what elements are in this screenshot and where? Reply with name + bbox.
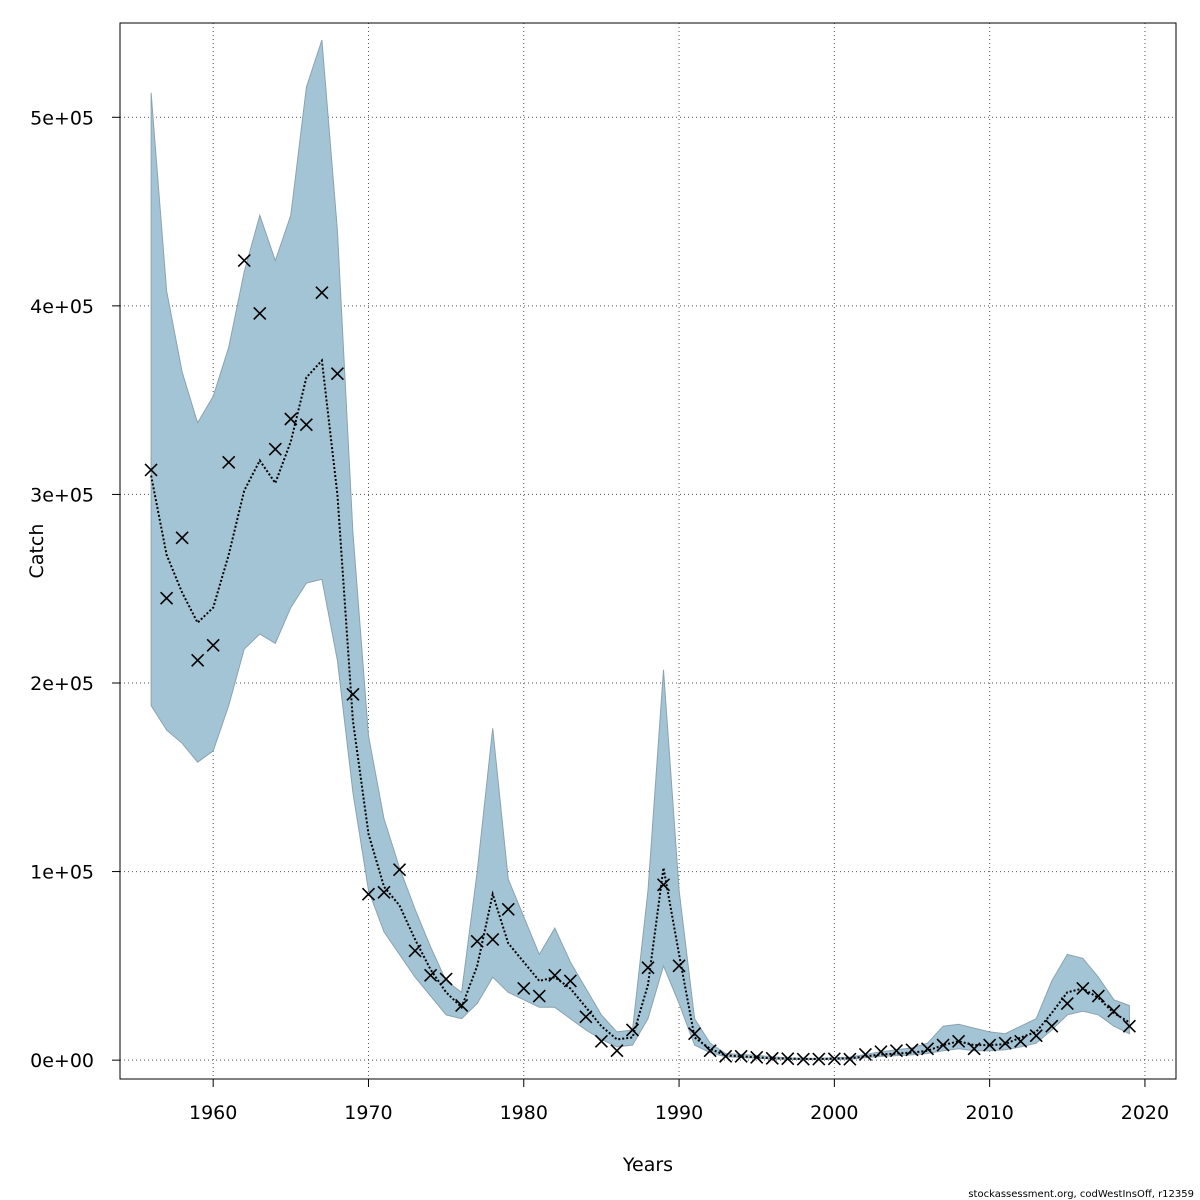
observed-point-1988 [641, 961, 655, 975]
observed-point-1978 [486, 932, 500, 947]
observed-point-1956 [144, 463, 158, 477]
observed-point-1981 [532, 989, 546, 1003]
observed-point-1965 [284, 412, 298, 426]
y-axis-title: Catch [26, 524, 48, 579]
x-axis-title: Years [622, 1154, 673, 1176]
y-tick-label-100000: 1e+05 [30, 862, 94, 884]
observed-point-2015 [1060, 997, 1074, 1011]
observed-point-1987 [625, 1023, 640, 1037]
observed-point-1985 [594, 1034, 608, 1048]
observed-point-2011 [998, 1036, 1012, 1050]
observed-point-1958 [175, 531, 189, 545]
observed-point-2014 [1045, 1019, 1059, 1033]
observed-point-1983 [563, 974, 577, 988]
observed-point-1999 [812, 1052, 826, 1066]
observed-point-1998 [796, 1052, 810, 1066]
credit-text: stockassessment.org, codWestInsOff, r123… [968, 1189, 1194, 1200]
observed-point-1991 [688, 1027, 702, 1041]
observed-point-1959 [191, 653, 205, 667]
confidence-band [150, 39, 1130, 1061]
confidence-band-layer [150, 39, 1130, 1061]
observed-point-1961 [222, 455, 236, 469]
observed-point-1982 [548, 968, 562, 982]
observed-point-2000 [827, 1052, 841, 1066]
observed-point-1992 [703, 1044, 717, 1058]
x-tick-label-1970: 1970 [344, 1102, 392, 1124]
observed-point-1980 [517, 981, 531, 996]
observed-point-2017 [1091, 989, 1105, 1003]
observed-point-1996 [765, 1051, 779, 1065]
x-tick-label-2010: 2010 [965, 1102, 1013, 1124]
x-tick-label-2000: 2000 [810, 1102, 858, 1124]
observed-point-1973 [408, 944, 422, 958]
estimate-line [150, 358, 1130, 1060]
observed-point-1963 [253, 306, 267, 320]
y-axis: 0e+00 1e+05 2e+05 3e+05 4e+05 5e+05 [30, 107, 121, 1072]
observed-point-1976 [455, 998, 469, 1013]
y-tick-label-300000: 3e+05 [30, 484, 94, 506]
observed-point-1975 [439, 972, 453, 986]
x-tick-label-1980: 1980 [500, 1102, 548, 1124]
observed-point-1972 [392, 863, 407, 877]
observed-point-1990 [672, 959, 686, 973]
observed-point-2002 [858, 1047, 872, 1062]
observed-point-1971 [377, 885, 391, 899]
observed-point-1977 [470, 934, 484, 948]
observed-point-2001 [843, 1052, 857, 1066]
observed-point-1986 [610, 1044, 624, 1058]
observed-point-1967 [315, 286, 329, 300]
observed-point-2019 [1122, 1019, 1136, 1033]
observed-point-1984 [579, 1010, 593, 1024]
observed-point-2007 [936, 1038, 950, 1052]
observed-point-1966 [299, 418, 313, 432]
estimate-line-layer [150, 358, 1130, 1060]
x-tick-label-1960: 1960 [189, 1102, 237, 1124]
observed-point-1969 [346, 687, 360, 701]
observed-point-2018 [1107, 1004, 1121, 1018]
x-tick-label-2020: 2020 [1121, 1102, 1169, 1124]
observed-point-2004 [889, 1044, 904, 1058]
observed-point-2003 [874, 1045, 888, 1059]
observed-point-1993 [719, 1049, 733, 1063]
observed-point-2013 [1029, 1029, 1043, 1043]
observed-point-2016 [1076, 981, 1090, 996]
observed-point-2010 [983, 1038, 997, 1052]
x-tick-label-1990: 1990 [655, 1102, 703, 1124]
observed-point-1994 [734, 1049, 748, 1063]
observed-markers-layer [144, 254, 1136, 1066]
observed-point-2006 [920, 1042, 935, 1056]
observed-point-2009 [967, 1042, 981, 1056]
observed-point-1962 [237, 254, 251, 268]
observed-point-1970 [361, 887, 376, 901]
observed-point-1960 [206, 638, 220, 652]
y-tick-label-200000: 2e+05 [30, 673, 94, 695]
observed-point-1979 [501, 902, 515, 916]
y-tick-label-400000: 4e+05 [30, 296, 94, 318]
observed-point-1995 [750, 1050, 764, 1064]
observed-point-1957 [160, 591, 174, 605]
y-tick-label-0: 0e+00 [30, 1050, 94, 1072]
observed-point-2005 [905, 1043, 919, 1057]
observed-point-1997 [781, 1052, 795, 1066]
observed-point-1964 [268, 442, 282, 456]
y-tick-label-500000: 5e+05 [30, 107, 94, 129]
observed-point-1989 [656, 878, 671, 892]
observed-point-2008 [952, 1034, 966, 1048]
observed-point-1968 [330, 367, 344, 381]
x-axis: 1960 1970 1980 1990 2000 2010 2020 [189, 1078, 1169, 1124]
observed-point-2012 [1014, 1034, 1028, 1048]
observed-point-1974 [424, 968, 438, 982]
